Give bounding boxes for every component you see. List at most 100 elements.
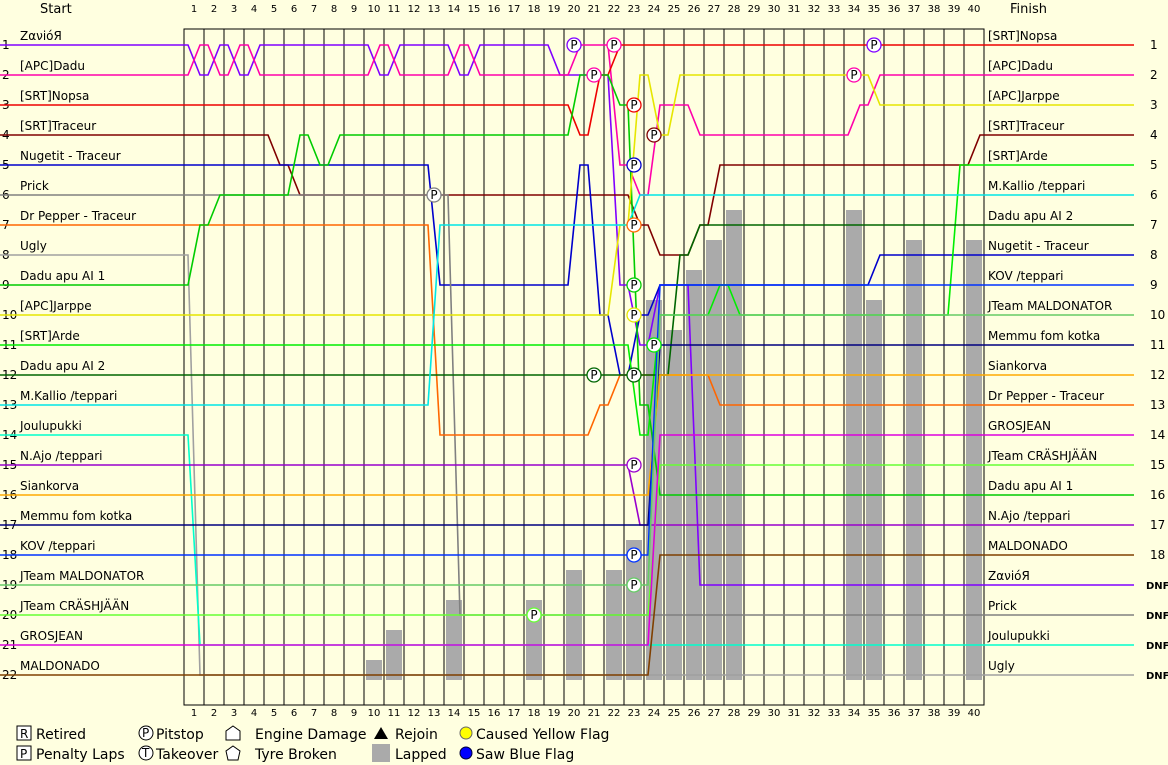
driver-line-13 [0, 434, 984, 646]
lap-tick-bottom-18: 18 [528, 708, 541, 719]
pitstop-text-15: P [630, 578, 637, 592]
lap-tick-top-29: 29 [748, 4, 761, 15]
pitstop-text-5: P [630, 158, 637, 172]
legend-takeover: T Takeover [138, 745, 218, 763]
lap-tick-top-35: 35 [868, 4, 881, 15]
engine-icon [225, 725, 241, 741]
legend-tyre-label: Tyre Broken [254, 747, 337, 763]
pitstop-text-4: P [650, 128, 657, 142]
finish-name-2: [APC]Dadu [988, 59, 1053, 73]
lap-tick-bottom-9: 9 [351, 708, 357, 719]
lap-tick-top-31: 31 [788, 4, 801, 15]
start-name-10: [APC]Jarppe [20, 299, 92, 313]
lapped-bar-10 [706, 240, 722, 680]
pitstop-marker-1 [586, 67, 602, 83]
pitstop-text-1: P [590, 68, 597, 82]
finish-name-17: N.Ajo /teppari [988, 509, 1070, 523]
start-label: Start [40, 2, 72, 17]
pitstop-marker-12 [626, 367, 642, 383]
legend-takeover-label: Takeover [155, 747, 218, 763]
driver-line-6 [0, 224, 984, 436]
lap-tick-bottom-25: 25 [668, 708, 681, 719]
finish-name-20: Prick [988, 599, 1017, 613]
lap-tick-bottom-29: 29 [748, 708, 761, 719]
rank-right-9: 9 [1150, 278, 1158, 292]
lap-tick-bottom-17: 17 [508, 708, 521, 719]
rank-right-2: 2 [1150, 68, 1158, 82]
finish-name-1: [SRT]Nopsa [988, 29, 1057, 43]
finish-name-19: ZανióЯ [988, 569, 1030, 583]
lap-tick-bottom-14: 14 [448, 708, 461, 719]
lap-tick-top-28: 28 [728, 4, 741, 15]
driver-line-19 [0, 464, 984, 616]
lapped-bar-2 [446, 600, 462, 680]
start-name-18: KOV /teppari [20, 539, 95, 553]
lap-tick-top-21: 21 [588, 4, 601, 15]
lap-tick-top-2: 2 [211, 4, 217, 15]
lap-tick-top-15: 15 [468, 4, 481, 15]
lap-tick-top-38: 38 [928, 4, 941, 15]
legend-blue: Saw Blue Flag [459, 746, 574, 763]
lap-tick-top-23: 23 [628, 4, 641, 15]
lap-tick-top-4: 4 [251, 4, 257, 15]
lap-tick-bottom-15: 15 [468, 708, 481, 719]
pitstop-text-18: P [850, 68, 857, 82]
legend: R Retired P Penalty Laps P Pitstop T Tak… [16, 725, 609, 763]
lap-tick-bottom-20: 20 [568, 708, 581, 719]
finish-name-14: GROSJEAN [988, 419, 1051, 433]
finish-name-10: JTeam MALDONATOR [987, 299, 1112, 313]
finish-name-12: Siankorva [988, 359, 1047, 373]
lap-tick-top-3: 3 [231, 4, 237, 15]
finish-name-15: JTeam CRÄSHJÄÄN [987, 448, 1097, 463]
lap-tick-bottom-32: 32 [808, 708, 821, 719]
tyre-icon [225, 745, 241, 761]
driver-line-4 [0, 164, 984, 376]
retired-icon: R [20, 727, 28, 741]
lap-tick-bottom-37: 37 [908, 708, 921, 719]
pitstop-text-14: P [630, 548, 637, 562]
finish-label: Finish [1010, 2, 1047, 17]
finish-name-22: Ugly [988, 659, 1015, 673]
pitstop-marker-15 [626, 577, 642, 593]
lap-tick-bottom-21: 21 [588, 708, 601, 719]
lap-tick-bottom-23: 23 [628, 708, 641, 719]
lapped-bar-15 [966, 240, 982, 680]
lap-tick-top-12: 12 [408, 4, 421, 15]
lap-tick-bottom-5: 5 [271, 708, 277, 719]
rank-right-1: 1 [1150, 38, 1158, 52]
lap-tick-top-17: 17 [508, 4, 521, 15]
start-name-12: Dadu apu AI 2 [20, 359, 105, 373]
lap-tick-top-1: 1 [191, 4, 197, 15]
lap-tick-bottom-13: 13 [428, 708, 441, 719]
legend-retired-label: Retired [36, 727, 86, 743]
rank-right-5: 5 [1150, 158, 1158, 172]
lapped-bar-14 [906, 240, 922, 680]
lap-tick-top-27: 27 [708, 4, 721, 15]
legend-retired: R Retired [16, 725, 86, 743]
pitstop-marker-17 [866, 37, 882, 53]
rank-right-17: 17 [1150, 518, 1165, 532]
lap-tick-bottom-11: 11 [388, 708, 401, 719]
lap-tick-top-11: 11 [388, 4, 401, 15]
start-name-11: [SRT]Arde [20, 329, 80, 343]
start-name-3: [SRT]Nopsa [20, 89, 89, 103]
lapped-bar-5 [606, 570, 622, 680]
lapped-bar-4 [566, 570, 582, 680]
lap-tick-bottom-35: 35 [868, 708, 881, 719]
pitstop-text-9: P [630, 308, 637, 322]
legend-blue-label: Saw Blue Flag [476, 747, 574, 763]
pitstop-marker-2 [606, 37, 622, 53]
start-name-7: Dr Pepper - Traceur [20, 209, 136, 223]
lapped-bar-13 [866, 300, 882, 680]
lap-tick-bottom-24: 24 [648, 708, 661, 719]
lap-tick-bottom-30: 30 [768, 708, 781, 719]
rank-right-6: 6 [1150, 188, 1158, 202]
lap-tick-top-25: 25 [668, 4, 681, 15]
lap-tick-top-14: 14 [448, 4, 461, 15]
lap-tick-top-20: 20 [568, 4, 581, 15]
pitstop-text-10: P [650, 338, 657, 352]
lap-tick-top-30: 30 [768, 4, 781, 15]
driver-line-18 [0, 314, 984, 586]
pitstop-text-2: P [610, 38, 617, 52]
start-name-20: JTeam CRÄSHJÄÄN [19, 598, 129, 613]
